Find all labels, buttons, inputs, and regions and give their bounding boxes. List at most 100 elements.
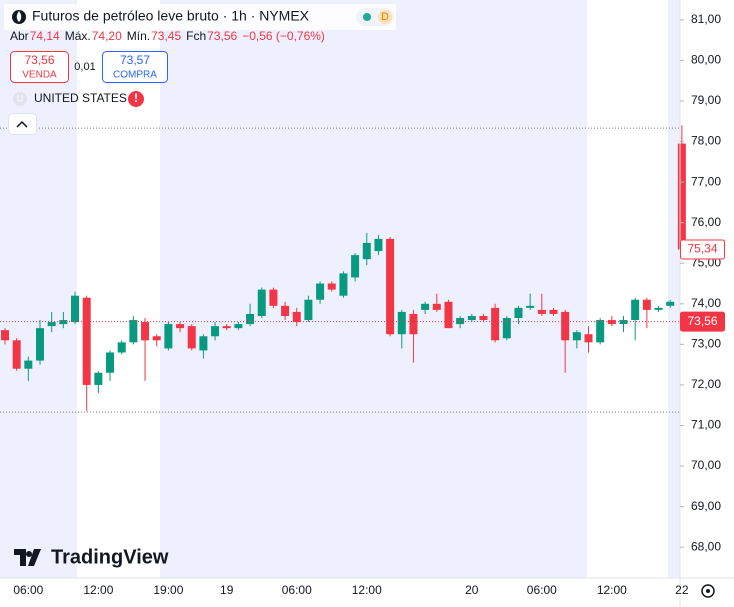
candle-body bbox=[386, 238, 395, 335]
candle-body bbox=[549, 309, 558, 314]
ohlc-label: Máx. bbox=[65, 29, 91, 43]
status-dot bbox=[363, 13, 371, 21]
candle-body bbox=[619, 320, 628, 325]
candle-body bbox=[187, 326, 196, 349]
candle-body bbox=[514, 307, 523, 319]
y-tick-label: 79,00 bbox=[691, 93, 721, 107]
x-tick-label: 12:00 bbox=[83, 583, 113, 597]
y-tick-label: 77,00 bbox=[691, 174, 721, 188]
candle-body bbox=[666, 301, 675, 306]
candle-body bbox=[47, 322, 56, 327]
ohlc-value: 73,56 bbox=[207, 29, 237, 43]
candle-body bbox=[374, 238, 383, 252]
candle-body bbox=[397, 311, 406, 335]
collapse-button[interactable] bbox=[8, 113, 37, 135]
candle-body bbox=[211, 326, 220, 337]
logo-icon bbox=[14, 549, 41, 566]
plot bbox=[0, 125, 686, 413]
candle-body bbox=[36, 328, 45, 361]
y-tick-label: 73,00 bbox=[691, 337, 721, 351]
country-icon: U bbox=[17, 93, 24, 103]
price-label-box bbox=[680, 311, 725, 332]
candle-body bbox=[572, 332, 581, 341]
candle-body bbox=[199, 336, 208, 351]
alert-icon[interactable]: ! bbox=[134, 91, 138, 105]
price-label: 75,34 bbox=[687, 242, 717, 256]
settings-icon[interactable] bbox=[701, 584, 715, 598]
candle-body bbox=[304, 299, 313, 321]
y-tick-label: 80,00 bbox=[691, 53, 721, 67]
candle-body bbox=[129, 320, 138, 343]
badge-bg bbox=[378, 10, 392, 24]
candle-body bbox=[292, 311, 301, 323]
candle-body bbox=[316, 283, 325, 300]
y-tick-label: 68,00 bbox=[691, 539, 721, 553]
candle-body bbox=[432, 303, 441, 310]
ohlc-label: Abr bbox=[10, 29, 29, 43]
buy-button[interactable] bbox=[102, 51, 168, 83]
ohlc-value: 73,45 bbox=[151, 29, 181, 43]
candle-body bbox=[82, 297, 91, 385]
x-tick-label: 19:00 bbox=[153, 583, 183, 597]
spread: 0,01 bbox=[74, 61, 95, 73]
settings-icon-dot bbox=[706, 589, 710, 593]
x-tick-label: 06:00 bbox=[282, 583, 312, 597]
ohlc-label: Fch bbox=[186, 29, 206, 43]
candle-body bbox=[12, 340, 21, 369]
candle-body bbox=[141, 322, 150, 341]
candle-body bbox=[479, 315, 488, 321]
price-label-box bbox=[680, 239, 725, 260]
candle-body bbox=[654, 307, 663, 310]
candle-body bbox=[222, 326, 231, 329]
ohlc-label: Mín. bbox=[127, 29, 150, 43]
ohlc-line: Abr 74,14 Máx. 74,20 Mín. 73,45 Fch 73,56 −0,56 … bbox=[10, 29, 325, 43]
y-tick-label: 71,00 bbox=[691, 418, 721, 432]
candle-body bbox=[467, 315, 476, 321]
symbol-icon-drop bbox=[16, 11, 22, 22]
price-label: 73,56 bbox=[687, 314, 717, 328]
y-tick-label: 81,00 bbox=[691, 12, 721, 26]
y-tick-label: 78,00 bbox=[691, 134, 721, 148]
candle-body bbox=[106, 352, 115, 373]
candle-body bbox=[642, 299, 651, 310]
sell-button[interactable] bbox=[10, 51, 69, 83]
candle-body bbox=[71, 295, 80, 323]
candle-body bbox=[596, 320, 605, 343]
y-tick-label: 76,00 bbox=[691, 215, 721, 229]
y-tick-label: 72,00 bbox=[691, 377, 721, 391]
candle-body bbox=[421, 303, 430, 310]
candle-body bbox=[537, 309, 546, 314]
buy-price: 73,57 bbox=[120, 53, 150, 67]
sell-price: 73,56 bbox=[24, 53, 54, 67]
y-tick-label: 69,00 bbox=[691, 499, 721, 513]
candle-body bbox=[677, 143, 686, 250]
candle-body bbox=[456, 318, 465, 325]
country[interactable]: UNITED STATES bbox=[34, 91, 127, 105]
x-tick-label: 20 bbox=[465, 583, 479, 597]
session-band bbox=[668, 0, 680, 578]
country-icon-bg bbox=[13, 92, 27, 106]
candle-body bbox=[362, 242, 371, 260]
candle-body bbox=[176, 324, 185, 329]
symbol-title[interactable]: Futuros de petróleo leve bruto · 1h · NY… bbox=[32, 8, 310, 24]
candle-body bbox=[351, 255, 360, 278]
x-tick-label: 22 bbox=[675, 583, 689, 597]
candle-body bbox=[281, 305, 290, 316]
candle-body bbox=[561, 311, 570, 341]
candle-body bbox=[631, 299, 640, 321]
candle-body bbox=[409, 313, 418, 335]
candle-body bbox=[234, 324, 243, 329]
ohlc-value: 74,20 bbox=[92, 29, 122, 43]
candle-body bbox=[607, 320, 616, 325]
buy-label: COMPRA bbox=[113, 70, 157, 81]
candle-body bbox=[584, 334, 593, 343]
candle-body bbox=[246, 313, 255, 325]
x-tick-label: 06:00 bbox=[13, 583, 43, 597]
candle-body bbox=[164, 324, 173, 349]
candle-body bbox=[94, 372, 103, 385]
badge: D bbox=[381, 11, 389, 23]
collapse-icon bbox=[16, 120, 28, 128]
session-band bbox=[160, 0, 587, 578]
change: −0,56 (−0,76%) bbox=[242, 29, 325, 43]
